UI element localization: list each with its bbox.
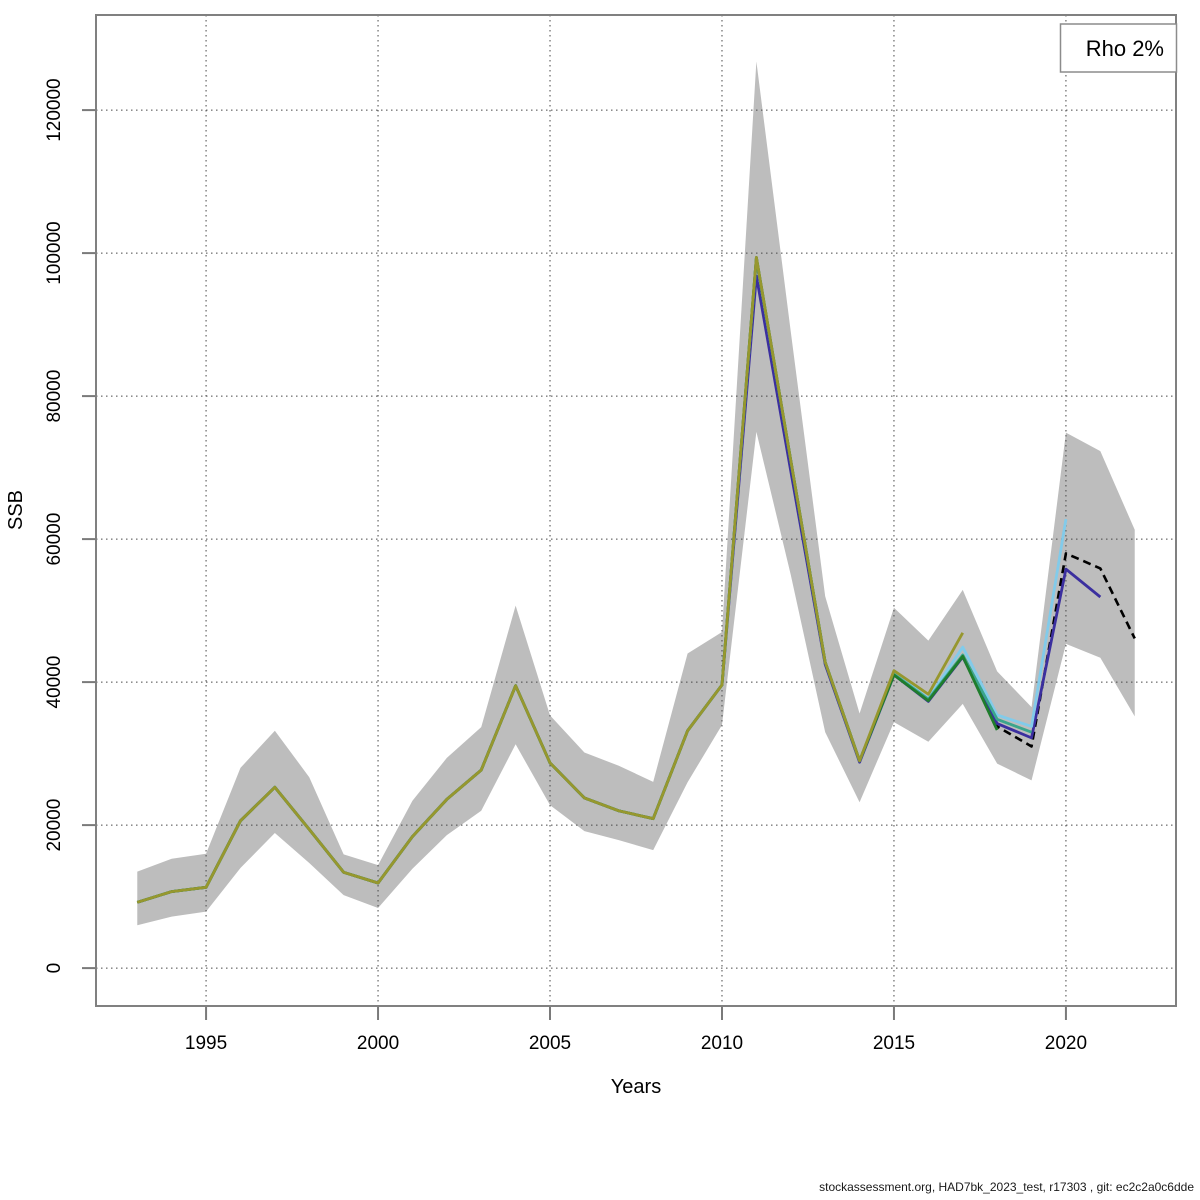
x-tick-label-1995: 1995 xyxy=(185,1033,227,1054)
y-tick-label-40000: 40000 xyxy=(44,656,65,709)
y-axis-title: SSB xyxy=(5,490,27,530)
x-tick-label-2015: 2015 xyxy=(873,1033,915,1054)
chart-layer: 1995 2000 2005 2010 2015 2020 0 20000 40000 60000… xyxy=(44,15,1176,1054)
x-tick-label-2010: 2010 xyxy=(701,1033,743,1054)
confidence-band xyxy=(137,61,1135,926)
plot-border xyxy=(95,14,1177,1007)
x-axis-title: Years xyxy=(611,1076,661,1098)
x-tick-label-2020: 2020 xyxy=(1045,1033,1087,1054)
y-tick-label-120000: 120000 xyxy=(44,78,65,141)
y-tick-label-80000: 80000 xyxy=(44,370,65,423)
x-tick-label-2000: 2000 xyxy=(357,1033,399,1054)
y-tick-label-0: 0 xyxy=(44,963,65,974)
retro-peel-2017 xyxy=(136,255,964,904)
legend-rho-label: Rho 2% xyxy=(1086,36,1164,61)
y-tick-label-20000: 20000 xyxy=(44,799,65,852)
y-tick-label-60000: 60000 xyxy=(44,513,65,566)
footer-note: stockassessment.org, HAD7bk_2023_test, r… xyxy=(819,1180,1194,1194)
legend-box xyxy=(1059,23,1178,73)
x-tick-label-2005: 2005 xyxy=(529,1033,571,1054)
y-tick-label-100000: 100000 xyxy=(44,221,65,284)
